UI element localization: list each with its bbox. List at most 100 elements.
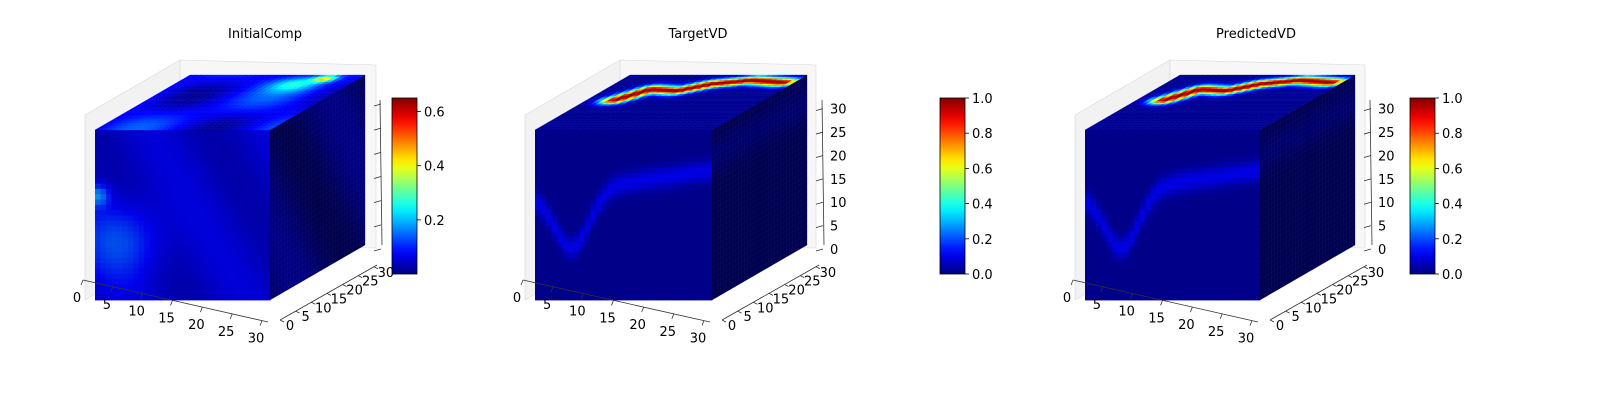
cube-right-face: [269, 74, 366, 301]
x-tick-label: 5: [543, 298, 551, 313]
cube-top-face: [94, 74, 366, 131]
x-tick-label: 15: [1148, 311, 1165, 326]
cube-front-face: [95, 130, 271, 301]
colorbar: 0.0 0.2 0.4 0.6 0.8 1.0: [939, 92, 993, 283]
x-axis: 0 5 10 15 20 25 30: [1063, 279, 1259, 347]
z-tick: [1363, 225, 1372, 228]
x-tick-label: 25: [1208, 325, 1225, 340]
z-tick: [373, 103, 382, 107]
x-tick: [520, 279, 524, 286]
z-tick: [373, 151, 382, 155]
colorbar-tick-label: 0.6: [972, 162, 993, 177]
x-tick: [1130, 293, 1134, 299]
z-axis: 0 5 10 15 20 25 30: [1363, 99, 1395, 258]
y-tick-label: 5: [744, 310, 752, 325]
colorbar-gradient: [939, 97, 966, 275]
z-tick: [1363, 178, 1372, 182]
x-tick: [701, 320, 705, 326]
y-tick: [279, 319, 285, 323]
y-tick: [295, 310, 300, 314]
x-tick-label: 0: [1063, 291, 1071, 306]
z-tick: [1363, 131, 1372, 135]
z-tick: [815, 248, 824, 252]
colorbar-tick-label: 0.2: [972, 233, 993, 248]
y-tick-label: 30: [1368, 266, 1385, 281]
y-tick: [1348, 275, 1353, 279]
x-tick: [671, 313, 675, 320]
y-tick-label: 15: [1321, 292, 1338, 307]
x-tick: [550, 286, 554, 292]
z-axis: [373, 99, 383, 252]
x-tick-label: 20: [1178, 318, 1195, 333]
z-tick: [373, 200, 382, 204]
x-tick: [170, 300, 173, 306]
colorbar: 0.2 0.4 0.6: [391, 97, 445, 275]
colorbar-tick-label: 1.0: [1442, 92, 1463, 107]
colorbar-tick-label: 0.4: [972, 198, 993, 213]
y-tick: [784, 284, 789, 287]
y-tick: [1316, 293, 1322, 296]
chart-title: InitialComp: [228, 27, 302, 42]
z-tick-label: 25: [830, 126, 847, 141]
x-tick: [110, 286, 114, 292]
z-tick-label: 20: [830, 149, 847, 164]
y-tick: [737, 310, 742, 314]
z-tick: [815, 131, 824, 135]
x-tick: [1070, 279, 1074, 286]
x-tick-label: 20: [188, 318, 205, 333]
z-tick-label: 15: [830, 173, 847, 188]
colorbar-tick-label: 1.0: [972, 92, 993, 107]
x-tick: [229, 313, 233, 320]
colorbar-tick-label: 0.4: [1442, 198, 1463, 213]
y-tick: [311, 301, 316, 305]
colorbar: 0.0 0.2 0.4 0.6 0.8 1.0: [1409, 92, 1463, 283]
x-tick: [641, 306, 645, 313]
cube-front-face: [535, 130, 713, 301]
y-tick: [1285, 310, 1290, 314]
z-tick: [815, 225, 824, 228]
cube-top-face: [534, 74, 808, 131]
colorbar-gradient: [391, 97, 418, 275]
y-tick: [800, 275, 805, 279]
y-tick-label: 15: [773, 292, 790, 307]
y-tick: [1363, 266, 1369, 270]
z-tick: [1363, 248, 1372, 252]
y-tick-label: 20: [346, 284, 363, 299]
y-tick: [1301, 301, 1306, 305]
x-tick: [1249, 320, 1253, 326]
y-tick: [1332, 284, 1337, 287]
y-tick: [342, 284, 347, 287]
y-tick: [721, 319, 727, 323]
colorbar-tick-label: 0.0: [1442, 268, 1463, 283]
z-tick-label: 5: [830, 220, 838, 235]
y-tick: [358, 275, 363, 279]
x-tick-label: 0: [513, 291, 521, 306]
colorbar-tick-label: 0.0: [972, 268, 993, 283]
x-axis: 0 5 10 15 20 25 30: [73, 279, 269, 347]
y-tick-label: 5: [302, 310, 310, 325]
z-tick-label: 5: [1378, 220, 1386, 235]
y-tick-label: 25: [1352, 275, 1369, 290]
z-tick-label: 15: [1378, 173, 1395, 188]
z-tick-label: 10: [830, 196, 847, 211]
y-tick-label: 20: [1336, 284, 1353, 299]
z-tick-label: 30: [1378, 103, 1395, 118]
y-tick-label: 30: [820, 266, 837, 281]
chart-title: TargetVD: [667, 27, 727, 42]
x-tick: [611, 300, 614, 306]
x-tick: [1160, 300, 1163, 306]
y-tick: [815, 266, 821, 270]
z-tick: [815, 201, 824, 205]
x-tick-label: 10: [569, 305, 586, 320]
z-tick: [373, 127, 382, 131]
y-tick-label: 10: [757, 301, 774, 316]
y-tick: [768, 293, 774, 296]
cube-right-face: [1259, 74, 1356, 301]
x-tick-label: 30: [690, 332, 707, 347]
x-tick: [1219, 313, 1223, 320]
